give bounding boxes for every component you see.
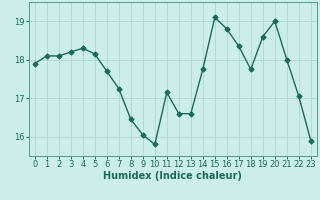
X-axis label: Humidex (Indice chaleur): Humidex (Indice chaleur) xyxy=(103,171,242,181)
